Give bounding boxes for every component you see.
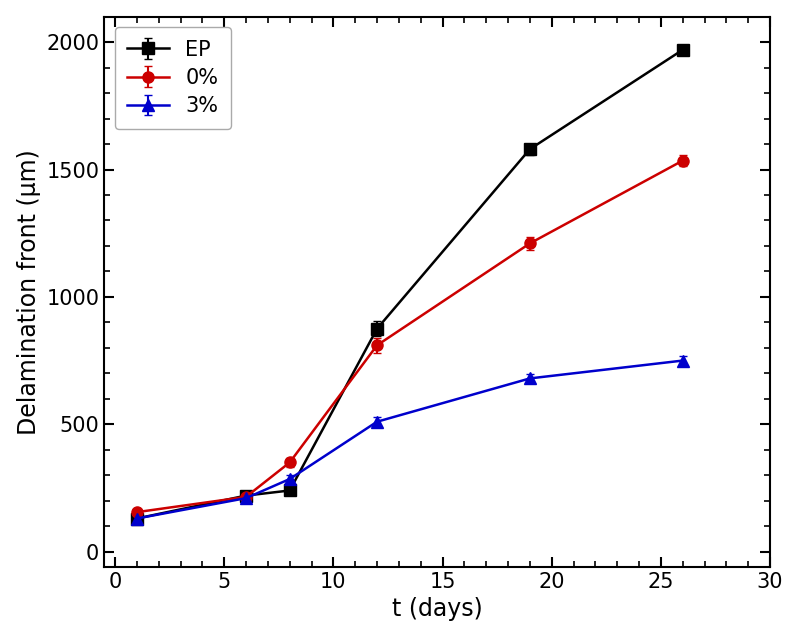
X-axis label: t (days): t (days) xyxy=(392,597,482,621)
Y-axis label: Delamination front (μm): Delamination front (μm) xyxy=(17,149,41,434)
Legend: EP, 0%, 3%: EP, 0%, 3% xyxy=(114,27,231,129)
